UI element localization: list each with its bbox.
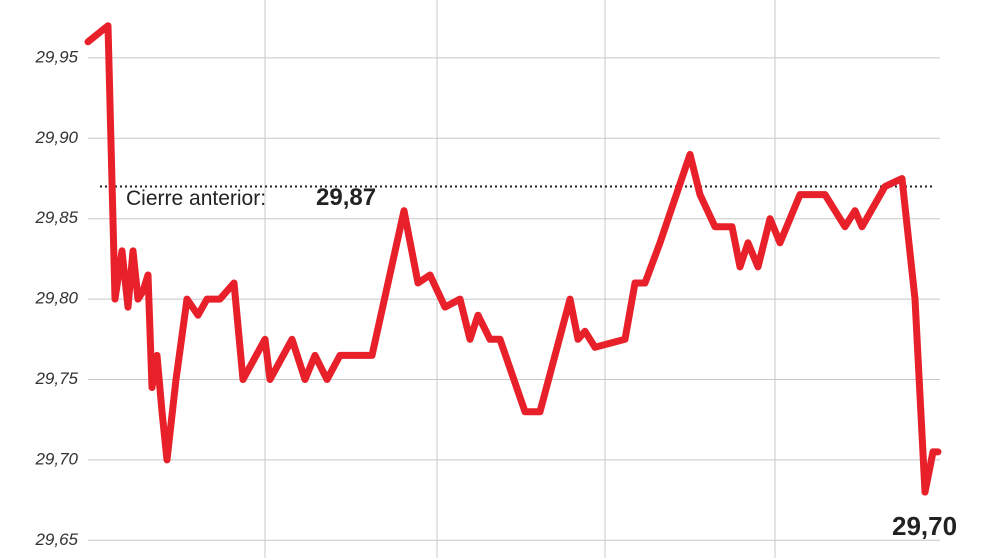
- y-tick-label: 29,90: [34, 128, 78, 147]
- line: [84, 22, 942, 496]
- y-tick-label: 29,75: [34, 369, 78, 388]
- end-label: 29,70: [892, 511, 957, 541]
- y-tick-label: 29,80: [34, 289, 78, 308]
- y-tick-label: 29,85: [34, 208, 78, 227]
- reference-value-label: 29,87: [316, 184, 376, 211]
- reference-label: Cierre anterior:: [126, 187, 266, 210]
- y-tick-label: 29,65: [34, 530, 78, 549]
- y-tick-label: 29,70: [34, 449, 78, 468]
- y-tick-label: 29,95: [34, 47, 78, 66]
